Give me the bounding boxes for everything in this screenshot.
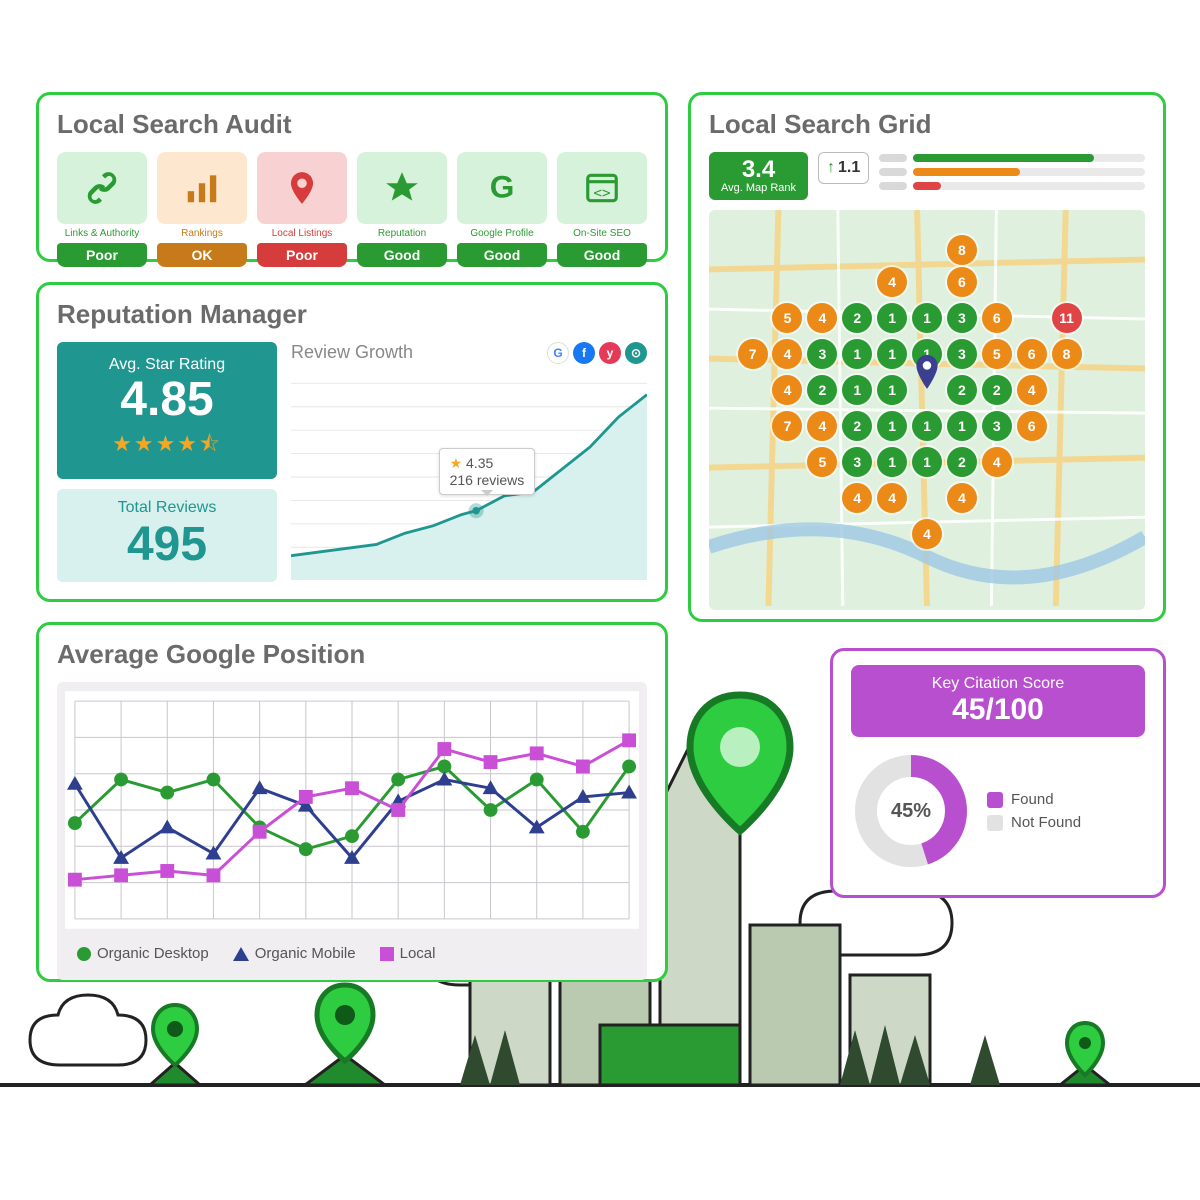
audit-tile-local-listings[interactable]: Local Listings Poor: [257, 152, 347, 267]
grid-title: Local Search Grid: [709, 109, 1145, 140]
rank-node[interactable]: 1: [877, 339, 907, 369]
audit-tile-google-profile[interactable]: G Google Profile Good: [457, 152, 547, 267]
legend-item: Found: [987, 791, 1081, 808]
audit-tile-links-authority[interactable]: Links & Authority Poor: [57, 152, 147, 267]
reputation-manager-card: Reputation Manager Avg. Star Rating 4.85…: [36, 282, 668, 602]
audit-title: Local Search Audit: [57, 109, 647, 140]
google-icon: G: [547, 342, 569, 364]
rank-node[interactable]: 1: [842, 375, 872, 405]
rank-node[interactable]: 7: [772, 411, 802, 441]
rank-node[interactable]: 6: [1017, 411, 1047, 441]
rank-node[interactable]: 2: [982, 375, 1012, 405]
legend-item: Not Found: [987, 814, 1081, 831]
rank-node[interactable]: 4: [947, 483, 977, 513]
citation-legend: Found Not Found: [987, 785, 1081, 837]
rank-node[interactable]: 3: [807, 339, 837, 369]
rank-node[interactable]: 3: [982, 411, 1012, 441]
review-source-icons: Gfy⊙: [547, 342, 647, 364]
rank-node[interactable]: 1: [877, 411, 907, 441]
tripadvisor-icon: ⊙: [625, 342, 647, 364]
rank-node[interactable]: 1: [842, 339, 872, 369]
rank-node[interactable]: 1: [912, 447, 942, 477]
rank-delta-box: ↑1.1: [818, 152, 869, 184]
legend-item[interactable]: Organic Desktop: [77, 945, 209, 962]
rank-node[interactable]: 2: [842, 303, 872, 333]
rank-node[interactable]: 3: [947, 339, 977, 369]
rank-node[interactable]: 4: [912, 519, 942, 549]
rank-node[interactable]: 6: [947, 267, 977, 297]
audit-tiles: Links & Authority Poor Rankings OK Local…: [57, 152, 647, 267]
code-icon: <>: [557, 152, 647, 224]
rank-node[interactable]: 4: [842, 483, 872, 513]
citation-score-header: Key Citation Score 45/100: [851, 665, 1145, 737]
rank-node[interactable]: 5: [807, 447, 837, 477]
rank-node[interactable]: 4: [772, 339, 802, 369]
rank-node[interactable]: 6: [982, 303, 1012, 333]
bars-icon: [157, 152, 247, 224]
rank-node[interactable]: 4: [877, 267, 907, 297]
audit-tile-rankings[interactable]: Rankings OK: [157, 152, 247, 267]
avg-star-rating-box: Avg. Star Rating 4.85 ★★★★⯪: [57, 342, 277, 479]
distribution-bar: [879, 182, 1145, 190]
rank-node[interactable]: 4: [877, 483, 907, 513]
map-center-pin-icon: [914, 355, 940, 394]
legend-item[interactable]: Local: [380, 945, 436, 962]
rank-node[interactable]: 8: [1052, 339, 1082, 369]
rank-node[interactable]: 2: [947, 447, 977, 477]
star-icon: [357, 152, 447, 224]
key-citation-score-card: Key Citation Score 45/100 45% Found Not F…: [830, 648, 1166, 898]
rank-node[interactable]: 1: [877, 375, 907, 405]
rank-distribution-bars: [879, 154, 1145, 190]
rank-node[interactable]: 1: [877, 303, 907, 333]
rank-node[interactable]: 3: [842, 447, 872, 477]
rank-node[interactable]: 4: [772, 375, 802, 405]
rank-node[interactable]: 4: [1017, 375, 1047, 405]
rank-node[interactable]: 3: [947, 303, 977, 333]
audit-tile-on-site-seo[interactable]: <> On-Site SEO Good: [557, 152, 647, 267]
distribution-bar: [879, 154, 1145, 162]
position-title: Average Google Position: [57, 639, 647, 670]
rank-node[interactable]: 2: [947, 375, 977, 405]
avg-map-rank-box: 3.4 Avg. Map Rank: [709, 152, 808, 200]
g-icon: G: [457, 152, 547, 224]
rank-node[interactable]: 1: [877, 447, 907, 477]
local-search-grid-card: Local Search Grid 3.4 Avg. Map Rank ↑1.1…: [688, 92, 1166, 622]
rank-node[interactable]: 5: [982, 339, 1012, 369]
rank-node[interactable]: 4: [982, 447, 1012, 477]
rank-node[interactable]: 6: [1017, 339, 1047, 369]
legend-item[interactable]: Organic Mobile: [233, 945, 356, 962]
link-icon: [57, 152, 147, 224]
distribution-bar: [879, 168, 1145, 176]
yelp-icon: y: [599, 342, 621, 364]
rank-node[interactable]: 1: [912, 411, 942, 441]
rank-node[interactable]: 2: [842, 411, 872, 441]
rank-node[interactable]: 4: [807, 411, 837, 441]
rank-node[interactable]: 1: [947, 411, 977, 441]
rank-node[interactable]: 1: [912, 303, 942, 333]
avg-google-position-card: Average Google Position Organic DesktopO…: [36, 622, 668, 982]
position-legend: Organic Desktop Organic Mobile Local: [65, 935, 639, 972]
rank-node[interactable]: 11: [1052, 303, 1082, 333]
rank-node[interactable]: 4: [807, 303, 837, 333]
svg-text:G: G: [490, 169, 515, 205]
total-reviews-box: Total Reviews 495: [57, 489, 277, 582]
position-chart: [65, 690, 639, 930]
rank-node[interactable]: 2: [807, 375, 837, 405]
local-search-audit-card: Local Search Audit Links & Authority Poo…: [36, 92, 668, 262]
chart-tooltip: ★ 4.35 216 reviews: [439, 448, 536, 495]
star-rating-icon: ★★★★⯪: [67, 427, 267, 465]
pin-icon: [257, 152, 347, 224]
arrow-up-icon: ↑: [827, 159, 835, 177]
rank-map[interactable]: 8465421136117431113568421122474211136531…: [709, 210, 1145, 610]
audit-tile-reputation[interactable]: Reputation Good: [357, 152, 447, 267]
rank-node[interactable]: 7: [738, 339, 768, 369]
rank-node[interactable]: 8: [947, 235, 977, 265]
citation-donut-chart: 45%: [851, 751, 971, 871]
facebook-icon: f: [573, 342, 595, 364]
reputation-title: Reputation Manager: [57, 299, 647, 330]
svg-text:<>: <>: [593, 186, 610, 202]
rank-node[interactable]: 5: [772, 303, 802, 333]
